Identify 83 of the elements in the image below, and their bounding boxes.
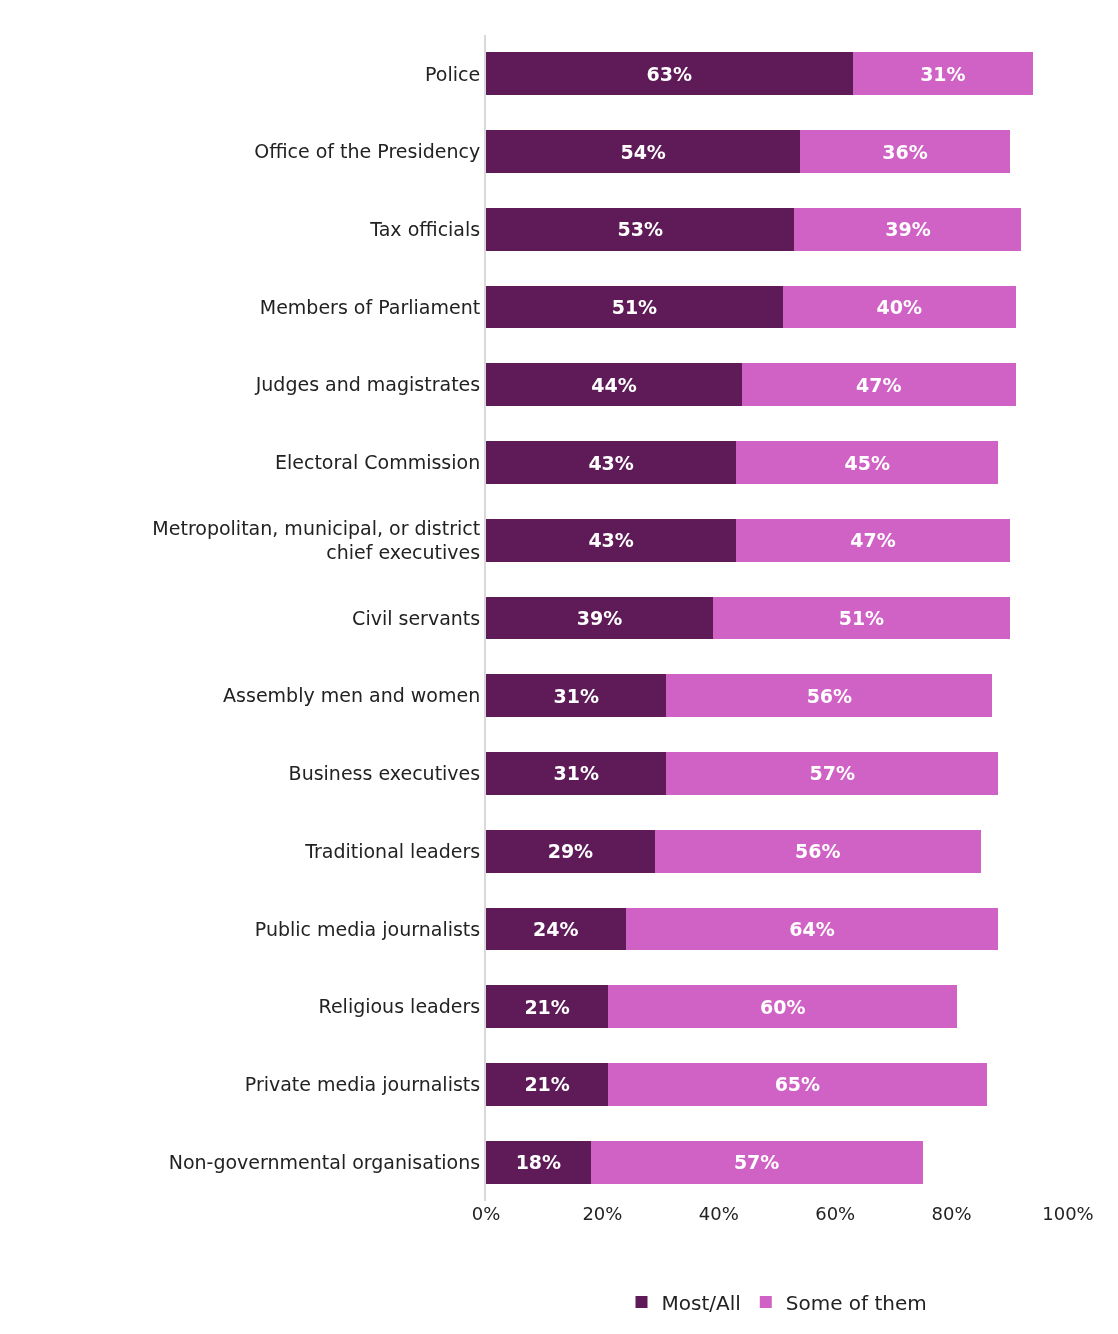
data-label: 39% — [576, 607, 623, 629]
data-label: 57% — [809, 762, 856, 785]
y-tick-label: Electoral Commission — [275, 451, 481, 474]
data-label: 60% — [760, 995, 806, 1018]
bar — [712, 596, 1010, 640]
y-tick-label: Religious leaders — [318, 995, 481, 1018]
x-tick-label: 80% — [931, 1203, 972, 1224]
bar — [794, 207, 1022, 251]
x-tick-label: 20% — [582, 1203, 623, 1224]
bar — [486, 207, 795, 251]
bar — [782, 285, 1016, 329]
data-label: 21% — [524, 995, 570, 1018]
data-label: 47% — [856, 373, 902, 396]
data-label: 31% — [553, 762, 599, 785]
y-tick-label: Public media journalists — [254, 917, 481, 940]
bar — [608, 1063, 987, 1106]
legend-label: Most/All — [661, 1290, 741, 1315]
x-tick-label: 60% — [815, 1203, 856, 1224]
data-label: 31% — [920, 62, 966, 85]
y-tick-label: Traditional leaders — [304, 839, 481, 862]
legend-label: Some of them — [785, 1290, 927, 1315]
y-tick-label: Members of Parliament — [259, 295, 481, 318]
bar — [486, 363, 743, 407]
bar — [486, 596, 713, 640]
y-tick-label: Non-governmental organisations — [168, 1150, 481, 1173]
y-tick-label: Office of the Presidency — [254, 140, 481, 163]
bar — [486, 52, 853, 96]
x-tick-label: 100% — [1042, 1203, 1094, 1224]
bar — [486, 829, 655, 873]
bar — [625, 907, 999, 951]
data-label: 43% — [588, 451, 634, 474]
bar — [666, 752, 999, 795]
y-tick-label: Judges and magistrates — [254, 373, 481, 396]
x-tick-label: 40% — [698, 1203, 739, 1224]
data-label: 56% — [806, 684, 853, 707]
data-label: 54% — [620, 140, 666, 163]
y-tick-label: Private media journalists — [244, 1073, 481, 1096]
bar — [666, 674, 993, 718]
bar — [486, 907, 626, 951]
bar — [486, 1140, 591, 1184]
y-tick-label: Assembly men and women — [223, 684, 481, 707]
data-label: 47% — [850, 529, 896, 552]
bar — [742, 363, 1016, 407]
data-label: 44% — [591, 373, 637, 396]
data-label: 57% — [733, 1151, 780, 1174]
data-label: 51% — [611, 296, 658, 319]
bar — [486, 518, 737, 562]
data-label: 24% — [533, 917, 579, 940]
bar — [852, 52, 1034, 96]
bar — [486, 674, 667, 718]
bar — [486, 441, 737, 484]
data-label: 51% — [838, 607, 885, 629]
bar — [486, 130, 801, 173]
data-label: 29% — [547, 840, 594, 863]
bar — [608, 985, 958, 1029]
data-label: 63% — [646, 62, 693, 85]
y-tick-label: Business executives — [288, 762, 481, 785]
data-label: 65% — [774, 1073, 821, 1096]
data-label: 39% — [885, 218, 931, 241]
data-label: 36% — [882, 140, 928, 163]
bar — [486, 752, 667, 795]
data-label: 53% — [617, 218, 663, 241]
bar — [736, 518, 1010, 562]
data-label: 18% — [515, 1151, 562, 1174]
bar — [486, 285, 783, 329]
data-label: 43% — [588, 529, 634, 552]
y-tick-label: Tax officials — [369, 217, 481, 240]
y-tick-label: Civil servants — [352, 606, 481, 629]
bar — [800, 130, 1010, 173]
data-label: 45% — [844, 451, 890, 474]
y-tick-label: Police — [425, 62, 481, 85]
bar — [486, 1063, 609, 1106]
data-label: 64% — [789, 917, 835, 940]
data-label: 40% — [876, 296, 922, 319]
bar — [736, 441, 999, 484]
data-label: 21% — [524, 1073, 570, 1096]
data-label: 31% — [553, 684, 599, 707]
y-tick-label: Metropolitan, municipal, or district chief executives — [152, 516, 481, 564]
bar — [654, 829, 981, 873]
data-label: 56% — [795, 840, 841, 863]
bar — [590, 1140, 923, 1184]
bar — [486, 985, 609, 1029]
x-tick-label: 0% — [471, 1203, 501, 1224]
